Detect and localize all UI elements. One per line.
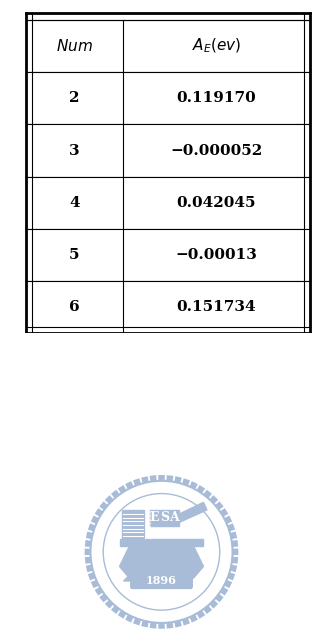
Wedge shape: [225, 564, 237, 572]
Wedge shape: [150, 475, 157, 487]
Wedge shape: [85, 549, 95, 555]
Wedge shape: [194, 485, 205, 497]
Polygon shape: [124, 575, 132, 581]
Text: 5: 5: [69, 248, 79, 262]
Bar: [26, 281, 310, 333]
Bar: [26, 72, 310, 124]
Text: $A_E(ev)$: $A_E(ev)$: [192, 37, 241, 55]
Text: $\mathit{Num}$: $\mathit{Num}$: [56, 38, 93, 54]
Wedge shape: [212, 501, 224, 513]
Wedge shape: [111, 602, 122, 614]
Wedge shape: [220, 578, 232, 588]
Wedge shape: [173, 616, 182, 628]
Text: 4: 4: [69, 196, 79, 210]
Wedge shape: [158, 475, 165, 486]
Wedge shape: [216, 508, 228, 519]
Wedge shape: [206, 495, 218, 507]
Wedge shape: [228, 549, 238, 555]
Bar: [26, 177, 310, 229]
Wedge shape: [88, 523, 100, 533]
Polygon shape: [150, 510, 179, 526]
Wedge shape: [141, 616, 150, 628]
Bar: [26, 20, 310, 72]
Wedge shape: [133, 478, 142, 490]
Text: 0.151734: 0.151734: [177, 300, 256, 314]
Wedge shape: [201, 490, 212, 502]
Wedge shape: [105, 495, 117, 507]
Wedge shape: [85, 556, 96, 564]
Wedge shape: [91, 515, 103, 526]
Polygon shape: [122, 510, 144, 539]
Wedge shape: [125, 610, 135, 622]
Text: −0.000052: −0.000052: [170, 144, 263, 158]
Wedge shape: [141, 476, 150, 488]
Wedge shape: [99, 501, 111, 513]
Wedge shape: [227, 540, 238, 547]
Circle shape: [103, 494, 220, 610]
Wedge shape: [188, 481, 198, 494]
Text: S: S: [160, 512, 169, 524]
Wedge shape: [227, 556, 238, 564]
Text: 2: 2: [69, 91, 79, 105]
Text: 0.119170: 0.119170: [177, 91, 256, 105]
Wedge shape: [111, 490, 122, 502]
Wedge shape: [173, 476, 182, 488]
Text: 0.042045: 0.042045: [177, 196, 256, 210]
Text: E: E: [149, 512, 159, 524]
Text: −0.00013: −0.00013: [175, 248, 257, 262]
Wedge shape: [86, 531, 98, 540]
Wedge shape: [181, 613, 190, 626]
Bar: [26, 124, 310, 177]
FancyBboxPatch shape: [131, 574, 192, 588]
Wedge shape: [158, 618, 165, 629]
Wedge shape: [105, 597, 117, 608]
Wedge shape: [223, 571, 235, 580]
Text: A: A: [170, 512, 179, 524]
Wedge shape: [118, 606, 129, 619]
Wedge shape: [181, 478, 190, 490]
Text: 6: 6: [69, 300, 79, 314]
Wedge shape: [206, 597, 218, 608]
Wedge shape: [188, 610, 198, 622]
Wedge shape: [166, 475, 173, 487]
Wedge shape: [118, 485, 129, 497]
Wedge shape: [125, 481, 135, 494]
Wedge shape: [216, 585, 228, 595]
Wedge shape: [212, 591, 224, 603]
Polygon shape: [120, 539, 203, 546]
Circle shape: [90, 481, 233, 623]
Wedge shape: [225, 531, 237, 540]
Wedge shape: [133, 613, 142, 626]
Wedge shape: [95, 508, 107, 519]
Wedge shape: [201, 602, 212, 614]
Wedge shape: [194, 606, 205, 619]
Wedge shape: [220, 515, 232, 526]
Wedge shape: [91, 578, 103, 588]
Wedge shape: [88, 571, 100, 580]
Wedge shape: [86, 564, 98, 572]
Wedge shape: [99, 591, 111, 603]
Wedge shape: [223, 523, 235, 533]
Wedge shape: [150, 617, 157, 629]
Wedge shape: [85, 540, 96, 547]
Polygon shape: [120, 546, 203, 578]
Wedge shape: [95, 585, 107, 595]
Polygon shape: [167, 503, 207, 526]
Polygon shape: [154, 546, 193, 572]
Text: 1896: 1896: [146, 576, 177, 587]
Bar: [26, 229, 310, 281]
Wedge shape: [166, 617, 173, 629]
Text: 3: 3: [69, 144, 79, 158]
